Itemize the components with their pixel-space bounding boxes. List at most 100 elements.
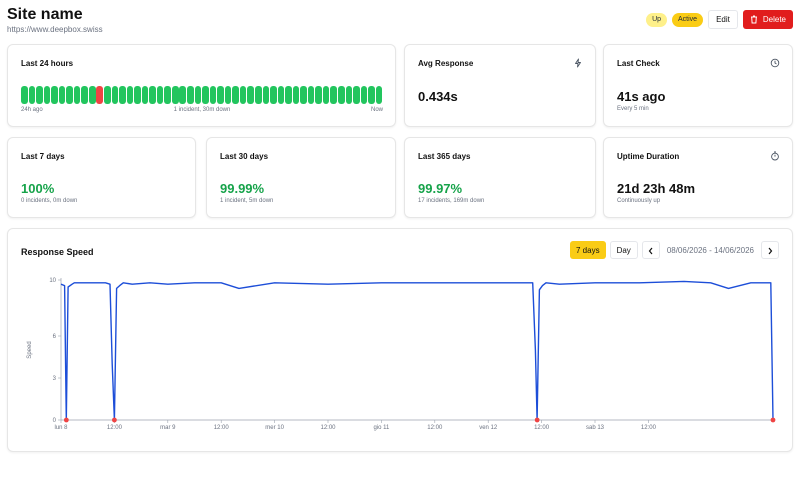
status-badge-up: Up — [646, 12, 668, 27]
x-tick-label: mar 9 — [160, 425, 176, 431]
heartbeat-bar[interactable] — [277, 86, 285, 104]
heartbeat-bar[interactable] — [285, 86, 292, 104]
uptime-365d-sub: 17 incidents, 169m down — [418, 198, 485, 204]
chart-title: Response Speed — [21, 247, 94, 257]
heartbeat-bar[interactable] — [315, 86, 322, 104]
heartbeat-end-label: Now — [370, 107, 383, 113]
card-label: Last 7 days — [21, 152, 65, 161]
heartbeat-bar[interactable] — [194, 86, 202, 104]
x-tick-label: 12:00 — [214, 425, 230, 431]
last-check-card: Last Check 41s ago Every 5 min — [603, 44, 793, 127]
incident-point — [534, 417, 540, 423]
chart-controls: 7 days Day 08/06/2026 - 14/06/2026 — [570, 241, 779, 259]
incident-point — [112, 417, 117, 423]
next-range-button[interactable] — [761, 241, 779, 259]
heartbeat-bar[interactable] — [239, 86, 247, 104]
uptime-30d-sub: 1 incident, 5m down — [220, 198, 274, 204]
previous-range-button[interactable] — [641, 241, 660, 259]
site-url: https://www.deepbox.swiss — [7, 25, 103, 34]
heartbeat-bar[interactable] — [345, 86, 353, 104]
heartbeat-bar[interactable] — [360, 86, 368, 104]
response-speed-chart: Speed 0 3 6 10 lun 8 12:00 mar 9 12:00 mer 10 12:0… — [27, 278, 776, 431]
heartbeat-bar[interactable] — [171, 86, 179, 104]
delete-button[interactable]: Delete — [742, 10, 793, 29]
heartbeat-bar-incident[interactable] — [96, 86, 104, 104]
heartbeat-bar[interactable] — [209, 86, 217, 104]
last-30-days-card: Last 30 days 99.99% 1 incident, 5m down — [206, 137, 396, 218]
x-tick-label: 12:00 — [534, 425, 550, 431]
heartbeat-bar[interactable] — [179, 86, 187, 104]
heartbeat-bar[interactable] — [353, 86, 360, 104]
heartbeat-bar[interactable] — [104, 86, 111, 104]
heartbeat-bar[interactable] — [247, 86, 254, 104]
x-tick-label: 12:00 — [107, 425, 123, 431]
response-speed-card: Response Speed 7 days Day 08/06/2026 - 1… — [7, 228, 793, 452]
heartbeat-bar[interactable] — [307, 86, 315, 104]
heartbeat-bar[interactable] — [141, 86, 149, 104]
heartbeat-bar[interactable] — [111, 86, 119, 104]
chevron-left-icon — [648, 243, 654, 258]
x-tick-label: lun 8 — [54, 425, 68, 431]
heartbeat-bar[interactable] — [232, 86, 239, 104]
x-tick-label: 12:00 — [427, 425, 443, 431]
date-range-label: 08/06/2026 - 14/06/2026 — [666, 245, 754, 255]
edit-button[interactable]: Edit — [708, 10, 738, 29]
x-tick-label: 12:00 — [641, 425, 657, 431]
heartbeat-bar[interactable] — [217, 86, 224, 104]
heartbeat-bar[interactable] — [330, 86, 338, 104]
heartbeat-bar[interactable] — [368, 86, 375, 104]
speed-series-line — [60, 280, 774, 421]
heartbeat-bar[interactable] — [149, 86, 156, 104]
heartbeat-summary: 1 incident, 30m down — [173, 107, 231, 113]
card-label: Last 24 hours — [21, 59, 74, 68]
range-day-button[interactable]: Day — [609, 241, 638, 259]
heartbeat-bar[interactable] — [270, 86, 277, 104]
heartbeat-bar[interactable] — [88, 86, 96, 104]
heartbeat-bar[interactable] — [322, 86, 330, 104]
heartbeat-bar[interactable] — [28, 86, 36, 104]
heartbeat-bar[interactable] — [187, 86, 194, 104]
heartbeat-bar[interactable] — [300, 86, 307, 104]
y-tick-label: 0 — [53, 418, 57, 424]
card-label: Uptime Duration — [617, 152, 680, 161]
header-actions: Up Active Edit Delete — [646, 10, 793, 29]
status-badge-active: Active — [672, 12, 704, 27]
heartbeat-bar[interactable] — [36, 86, 43, 104]
heartbeat-bar[interactable] — [202, 86, 209, 104]
last-365-days-card: Last 365 days 99.97% 17 incidents, 169m … — [404, 137, 596, 218]
heartbeat-bar[interactable] — [73, 86, 81, 104]
heartbeat-bar[interactable] — [262, 86, 270, 104]
clock-icon — [770, 58, 780, 68]
heartbeat-bar[interactable] — [134, 86, 141, 104]
heartbeat-bar[interactable] — [43, 86, 51, 104]
y-tick-label: 10 — [49, 278, 56, 284]
heartbeat-bar[interactable] — [66, 86, 73, 104]
card-label: Avg Response — [418, 59, 474, 68]
heartbeat-bar[interactable] — [224, 86, 232, 104]
x-tick-label: mer 10 — [265, 425, 284, 431]
uptime-365d-value: 99.97% — [418, 181, 463, 196]
heartbeat-bar[interactable] — [126, 86, 134, 104]
last-check-value: 41s ago — [617, 89, 666, 104]
heartbeat-bar[interactable] — [21, 86, 28, 104]
heartbeat-bar[interactable] — [51, 86, 58, 104]
x-tick-label: sab 13 — [586, 425, 605, 431]
heartbeat-bar[interactable] — [337, 86, 345, 104]
heartbeat-bar[interactable] — [292, 86, 300, 104]
heartbeat-bar[interactable] — [375, 86, 383, 104]
chevron-right-icon — [767, 243, 773, 258]
uptime-7d-sub: 0 incidents, 0m down — [21, 198, 78, 204]
heartbeat-bar[interactable] — [58, 86, 66, 104]
heartbeat-start-label: 24h ago — [21, 107, 43, 113]
heartbeat-bar[interactable] — [156, 86, 164, 104]
heartbeat-bar[interactable] — [119, 86, 126, 104]
uptime-duration-sub: Continuously up — [617, 198, 661, 204]
range-7-days-button[interactable]: 7 days — [570, 241, 606, 259]
x-tick-label: ven 12 — [479, 425, 498, 431]
heartbeat-bar[interactable] — [164, 86, 171, 104]
avg-response-card: Avg Response 0.434s — [404, 44, 596, 127]
heartbeat-bar[interactable] — [254, 86, 262, 104]
x-tick-label: gio 11 — [373, 425, 390, 431]
site-title: Site name — [7, 6, 83, 23]
heartbeat-bar[interactable] — [81, 86, 88, 104]
